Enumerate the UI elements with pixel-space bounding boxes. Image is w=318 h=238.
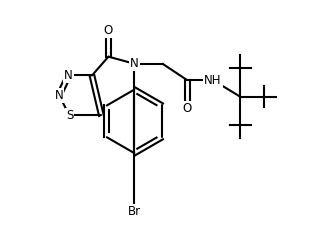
Text: NH: NH [204, 74, 222, 87]
Text: N: N [55, 89, 63, 102]
Text: Br: Br [128, 205, 141, 218]
Text: S: S [66, 109, 73, 122]
Text: N: N [130, 57, 139, 70]
Text: N: N [64, 69, 73, 82]
Text: O: O [104, 24, 113, 37]
Text: O: O [183, 102, 192, 115]
